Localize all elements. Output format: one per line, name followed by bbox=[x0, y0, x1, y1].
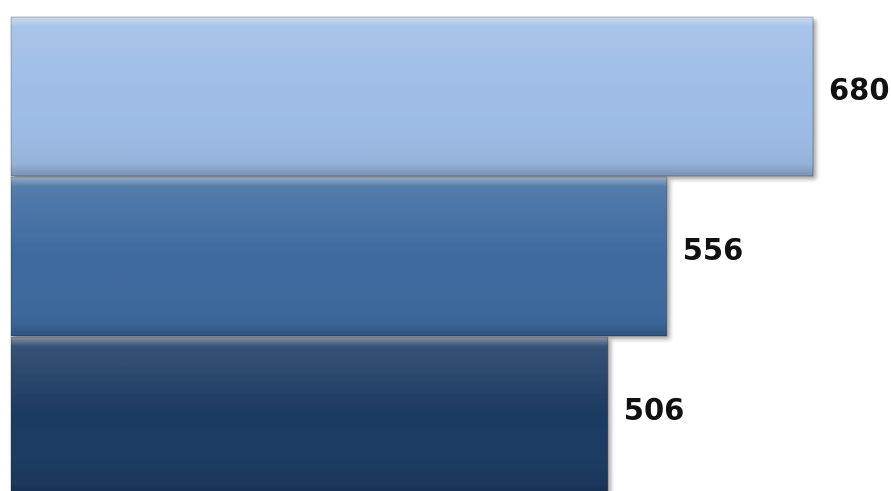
bar-1 bbox=[10, 16, 814, 177]
bar-1-value-label: 680 bbox=[829, 73, 890, 107]
data-labels-layer: 680 556 506 bbox=[624, 73, 890, 427]
bar-2 bbox=[10, 176, 668, 337]
bar-3 bbox=[10, 336, 609, 491]
bar-2-value-label: 556 bbox=[683, 233, 744, 267]
bars-layer bbox=[10, 16, 814, 491]
bar-3-value-label: 506 bbox=[624, 393, 685, 427]
bar-3-bevel bbox=[10, 336, 609, 491]
bar-2-bevel bbox=[10, 176, 668, 337]
bar-1-bevel bbox=[10, 16, 814, 177]
